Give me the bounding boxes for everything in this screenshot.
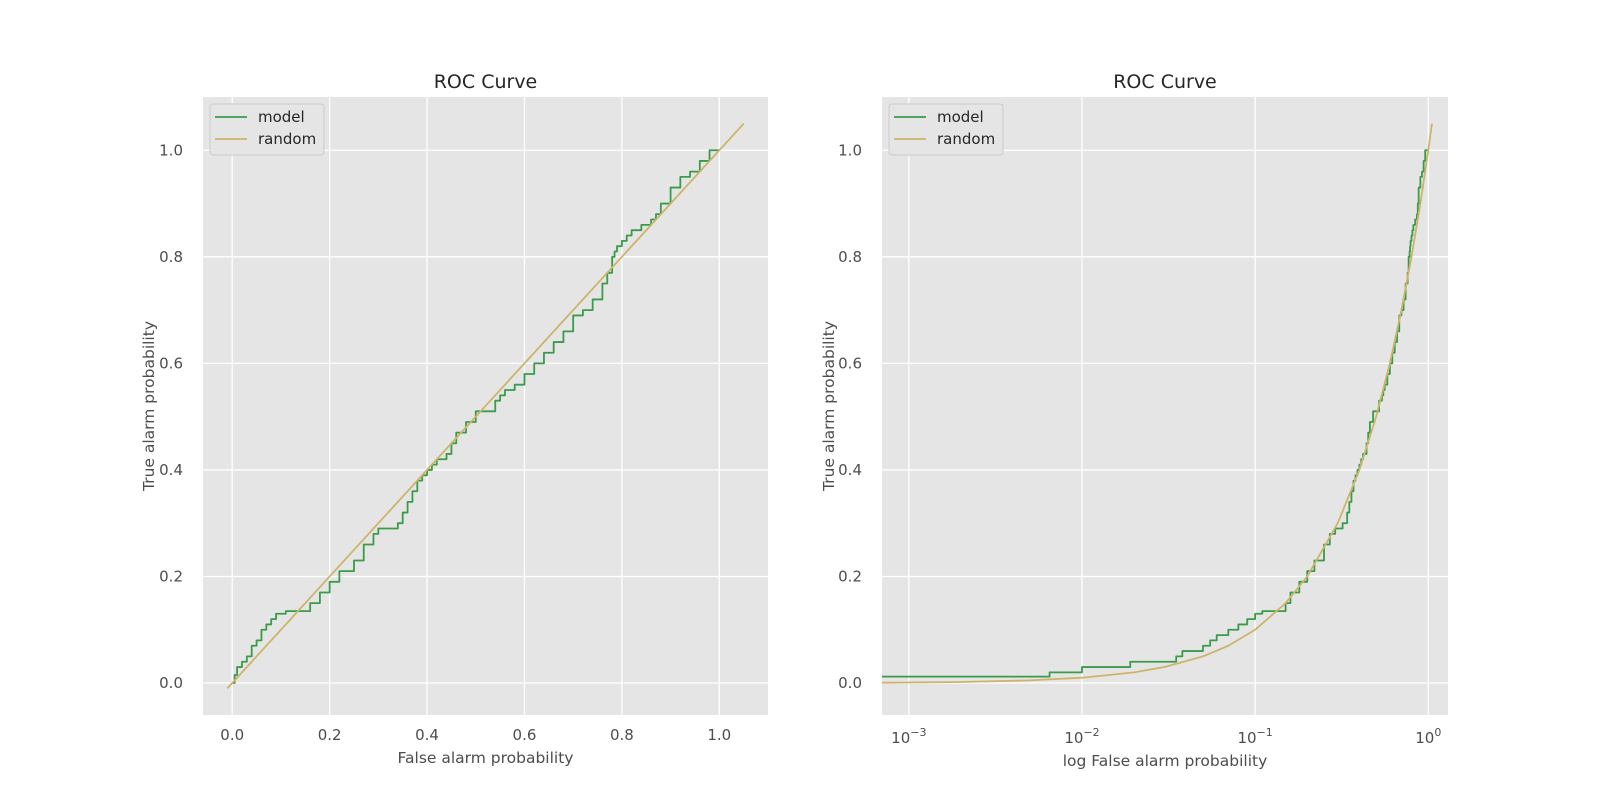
x-tick-label: 100 bbox=[1415, 726, 1441, 747]
legend: model random bbox=[888, 103, 1004, 156]
x-tick-exponent: −3 bbox=[910, 726, 926, 739]
legend-label-model: model bbox=[937, 108, 984, 126]
y-tick-label: 0.4 bbox=[159, 461, 183, 479]
x-tick-label: 0.4 bbox=[415, 726, 439, 744]
grid bbox=[203, 97, 768, 715]
series-line-random bbox=[226, 123, 745, 689]
y-tick-label: 0.6 bbox=[838, 354, 862, 372]
x-tick-label: 1.0 bbox=[707, 726, 731, 744]
legend-label-model: model bbox=[258, 108, 305, 126]
y-tick-label: 0.8 bbox=[838, 248, 862, 266]
y-tick-label: 0.8 bbox=[159, 248, 183, 266]
y-tick-label: 1.0 bbox=[159, 141, 183, 159]
left-roc-axes: 0.0 0.2 0.4 0.6 0.8 1.0 0.0 0.2 0.4 0.6 0.8 1.0 ROC… bbox=[140, 71, 768, 767]
y-tick-label: 0.2 bbox=[159, 567, 183, 585]
x-tick-exponent: −2 bbox=[1083, 726, 1099, 739]
x-axis-label: log False alarm probability bbox=[1063, 752, 1268, 770]
y-tick-label: 0.0 bbox=[159, 674, 183, 692]
x-tick-label: 0.8 bbox=[610, 726, 634, 744]
y-axis-label: True alarm probability bbox=[820, 321, 838, 492]
x-tick-label: 0.6 bbox=[513, 726, 537, 744]
y-tick-label: 0.0 bbox=[838, 674, 862, 692]
series-layer bbox=[226, 123, 745, 689]
tick-labels: 0.00.20.40.60.81.010−3 10−2 10−1 100 bbox=[838, 141, 1441, 747]
x-axis-label: False alarm probability bbox=[398, 749, 574, 767]
x-tick-base: 10 bbox=[1064, 729, 1083, 747]
y-tick-label: 0.6 bbox=[159, 354, 183, 372]
series-line-random bbox=[881, 123, 1433, 684]
x-tick-base: 10 bbox=[891, 729, 910, 747]
y-axis-label: True alarm probability bbox=[140, 321, 158, 492]
y-tick-label: 1.0 bbox=[838, 141, 862, 159]
x-tick-label: 10−1 bbox=[1237, 726, 1272, 747]
legend-label-random: random bbox=[937, 130, 995, 148]
grid bbox=[882, 97, 1448, 715]
y-tick-label: 0.2 bbox=[838, 567, 862, 585]
chart-title: ROC Curve bbox=[434, 71, 538, 93]
x-tick-base: 10 bbox=[1415, 729, 1434, 747]
x-tick-exponent: −1 bbox=[1257, 726, 1273, 739]
x-tick-label: 10−2 bbox=[1064, 726, 1099, 747]
x-tick-label: 10−3 bbox=[891, 726, 926, 747]
x-tick-label: 0.0 bbox=[220, 726, 244, 744]
y-tick-label: 0.4 bbox=[838, 461, 862, 479]
legend: model random bbox=[209, 103, 325, 156]
tick-labels: 0.0 0.2 0.4 0.6 0.8 1.0 0.0 0.2 0.4 0.6 0.8 1.0 bbox=[159, 141, 731, 744]
legend-label-random: random bbox=[258, 130, 316, 148]
series-layer bbox=[881, 123, 1433, 684]
x-tick-label: 0.2 bbox=[318, 726, 342, 744]
x-tick-base: 10 bbox=[1237, 729, 1256, 747]
x-tick-exponent: 0 bbox=[1434, 726, 1441, 739]
plot-background bbox=[882, 97, 1448, 715]
chart-title: ROC Curve bbox=[1113, 71, 1217, 93]
right-roc-axes-log: 0.00.20.40.60.81.010−3 10−2 10−1 100 ROC Cu… bbox=[820, 71, 1448, 770]
